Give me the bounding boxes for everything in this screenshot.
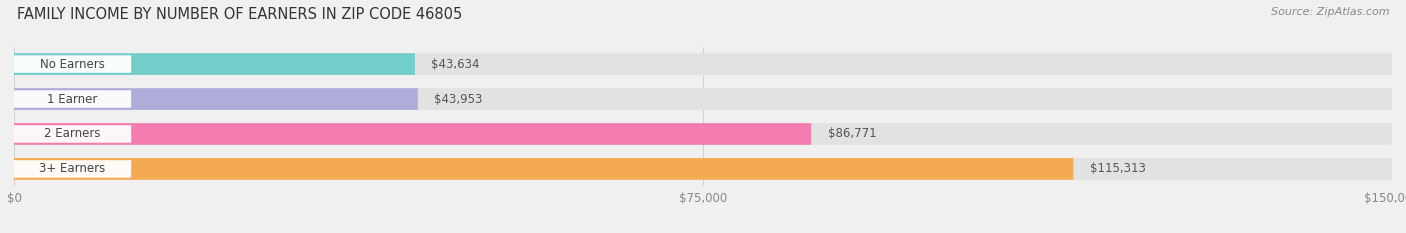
FancyBboxPatch shape bbox=[14, 53, 415, 75]
FancyBboxPatch shape bbox=[14, 55, 131, 73]
Text: $86,771: $86,771 bbox=[828, 127, 876, 140]
Text: Source: ZipAtlas.com: Source: ZipAtlas.com bbox=[1271, 7, 1389, 17]
FancyBboxPatch shape bbox=[14, 160, 131, 178]
FancyBboxPatch shape bbox=[14, 88, 1392, 110]
Text: $115,313: $115,313 bbox=[1090, 162, 1146, 175]
FancyBboxPatch shape bbox=[14, 123, 811, 145]
FancyBboxPatch shape bbox=[14, 125, 131, 143]
Text: $43,634: $43,634 bbox=[432, 58, 479, 71]
FancyBboxPatch shape bbox=[14, 53, 1392, 75]
FancyBboxPatch shape bbox=[14, 158, 1073, 180]
FancyBboxPatch shape bbox=[14, 158, 1392, 180]
FancyBboxPatch shape bbox=[14, 90, 131, 108]
FancyBboxPatch shape bbox=[14, 123, 1392, 145]
FancyBboxPatch shape bbox=[14, 88, 418, 110]
Text: $43,953: $43,953 bbox=[434, 93, 482, 106]
Text: 1 Earner: 1 Earner bbox=[48, 93, 98, 106]
Text: 2 Earners: 2 Earners bbox=[45, 127, 101, 140]
Text: FAMILY INCOME BY NUMBER OF EARNERS IN ZIP CODE 46805: FAMILY INCOME BY NUMBER OF EARNERS IN ZI… bbox=[17, 7, 463, 22]
Text: No Earners: No Earners bbox=[41, 58, 105, 71]
Text: 3+ Earners: 3+ Earners bbox=[39, 162, 105, 175]
